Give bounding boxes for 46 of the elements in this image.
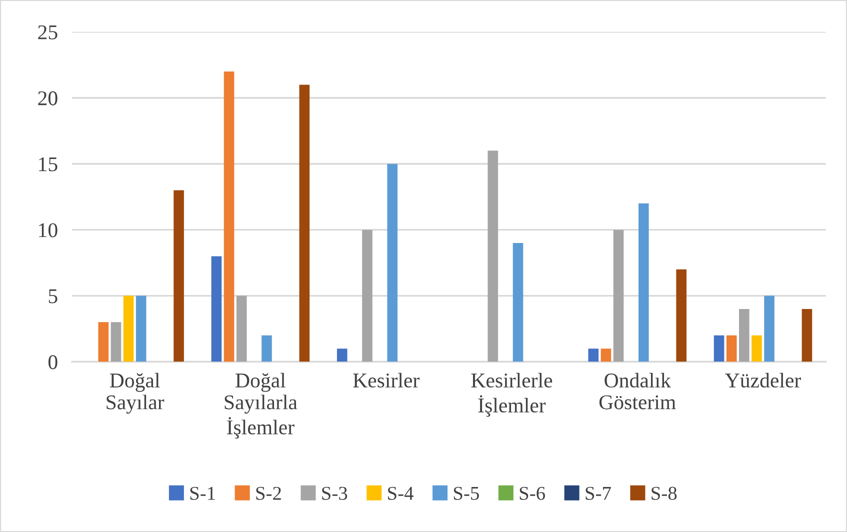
bar [336, 348, 348, 362]
legend-label: S-6 [520, 486, 545, 500]
x-tick-label: Kesirler [353, 372, 420, 388]
bar [98, 322, 109, 362]
bar [802, 308, 812, 362]
legend-label: S-8 [652, 486, 677, 500]
bar [136, 296, 146, 362]
bar [211, 256, 222, 362]
bar [638, 203, 649, 362]
bar [236, 296, 247, 362]
y-tick-label: 15 [39, 157, 58, 172]
y-tick-label: 5 [48, 289, 58, 304]
bar [488, 150, 498, 362]
x-tick-label: Yüzdeler [725, 372, 801, 388]
bar [387, 164, 398, 362]
bar [676, 269, 686, 362]
bar [123, 296, 134, 362]
bar [714, 335, 724, 362]
x-tick-label: Ondalık Gösterim [599, 372, 676, 410]
bar [764, 296, 774, 362]
legend-label: S-4 [388, 486, 414, 500]
legend-label: S-1 [190, 486, 215, 500]
y-tick-label: 10 [39, 223, 58, 238]
bar [110, 322, 122, 362]
y-tick-label: 0 [48, 355, 58, 370]
x-tick-label: Doğal Sayılar [106, 372, 164, 414]
bar [600, 348, 612, 362]
legend-label: S-7 [586, 486, 611, 500]
bar [262, 335, 272, 362]
bar [613, 230, 624, 362]
bar [588, 348, 599, 362]
y-tick-label: 25 [38, 25, 58, 40]
x-tick-label: Doğal Sayılarla İşlemler [224, 372, 298, 439]
legend-label: S-3 [322, 486, 348, 500]
legend-label: S-2 [256, 486, 281, 500]
legend-label: S-5 [454, 486, 479, 500]
bar [299, 84, 310, 362]
bar [362, 230, 372, 362]
y-tick-label: 20 [38, 91, 58, 106]
bar [512, 243, 524, 362]
x-tick-label: Kesirlerle İşlemler [471, 372, 552, 417]
bar [752, 335, 762, 362]
bar [726, 335, 737, 362]
bar [739, 308, 750, 362]
bar [224, 72, 234, 362]
bar [174, 190, 184, 362]
